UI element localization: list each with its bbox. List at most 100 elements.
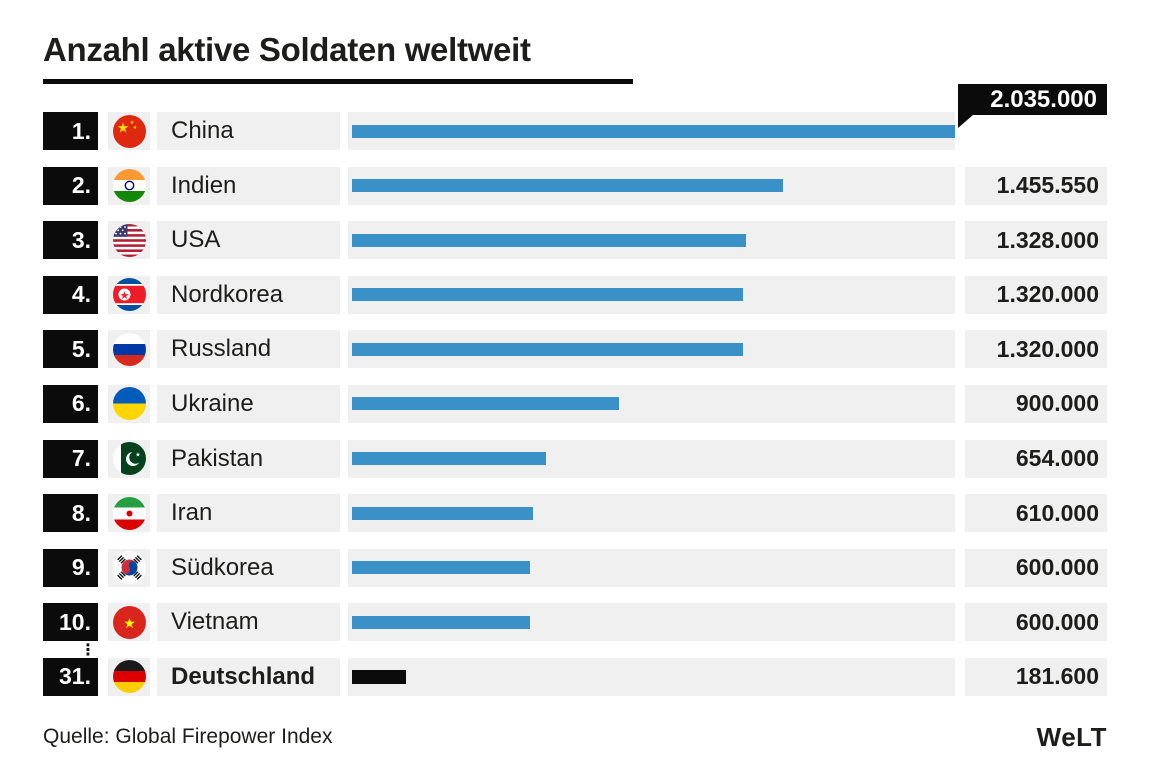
country-cell: Russland bbox=[157, 330, 340, 369]
bar bbox=[352, 233, 746, 247]
bar-track bbox=[348, 330, 955, 369]
bar-track bbox=[348, 275, 955, 314]
svg-text:★: ★ bbox=[135, 452, 140, 459]
country-label: Deutschland bbox=[171, 662, 316, 690]
flag-cell: ★ bbox=[108, 439, 150, 478]
table-row: 4. ★ Nordkorea 1.320.000 bbox=[43, 275, 1152, 314]
flag-cell bbox=[108, 330, 150, 369]
flag-kp-icon: ★ bbox=[112, 278, 146, 312]
country-label: Ukraine bbox=[171, 389, 254, 417]
bar bbox=[352, 397, 619, 411]
value-label: 1.320.000 bbox=[996, 281, 1099, 308]
rank-badge: 5. bbox=[43, 330, 98, 369]
rank-badge: 2. bbox=[43, 166, 98, 205]
table-row: 8. Iran 610.000 bbox=[43, 494, 1152, 533]
flag-cell: ★ bbox=[108, 603, 150, 642]
rank-label: 9. bbox=[71, 554, 91, 581]
table-row: 5. Russland 1.320.000 bbox=[43, 330, 1152, 369]
country-label: China bbox=[171, 117, 234, 144]
table-row: 31. Deutschland 181.600 bbox=[43, 657, 1152, 696]
value-cell bbox=[965, 112, 1107, 150]
rank-badge: 1. bbox=[43, 112, 98, 150]
svg-text:★: ★ bbox=[119, 289, 129, 302]
bar bbox=[352, 342, 743, 356]
country-label: Pakistan bbox=[171, 444, 264, 472]
bar bbox=[352, 288, 743, 302]
rank-label: 10. bbox=[59, 608, 91, 635]
value-label: 1.455.550 bbox=[996, 172, 1099, 199]
table-row: 2. Indien 1.455.550 bbox=[43, 166, 1152, 205]
country-cell: Vietnam bbox=[157, 603, 340, 642]
value-cell: 654.000 bbox=[965, 439, 1107, 478]
value-label: 600.000 bbox=[1015, 608, 1099, 635]
flag-in-icon bbox=[112, 169, 146, 203]
flag-cell bbox=[108, 657, 150, 696]
value-label: 181.600 bbox=[1015, 663, 1099, 690]
country-label: Nordkorea bbox=[171, 280, 284, 308]
bar-track bbox=[348, 221, 955, 260]
country-label: Indien bbox=[171, 171, 237, 199]
rank-label: 3. bbox=[71, 226, 91, 253]
bar bbox=[352, 124, 955, 138]
table-row: 1. ★ ★ ★ China bbox=[43, 112, 1152, 150]
rank-label: 7. bbox=[71, 445, 91, 472]
value-callout: 2.035.000 bbox=[958, 84, 1107, 128]
bar bbox=[352, 452, 546, 466]
country-cell: Südkorea bbox=[157, 548, 340, 587]
rank-badge: 6. bbox=[43, 384, 98, 423]
bar bbox=[352, 179, 783, 193]
value-cell: 600.000 bbox=[965, 548, 1107, 587]
value-label: 1.328.000 bbox=[996, 226, 1099, 253]
table-row: 7. ★ Pakistan 654.000 bbox=[43, 439, 1152, 478]
value-cell: 181.600 bbox=[965, 657, 1107, 696]
flag-cell bbox=[108, 384, 150, 423]
bar-track bbox=[348, 657, 955, 696]
flag-cell bbox=[108, 548, 150, 587]
bar bbox=[352, 669, 406, 684]
country-label: Russland bbox=[171, 335, 272, 363]
value-cell: 900.000 bbox=[965, 384, 1107, 423]
rank-label: 6. bbox=[71, 390, 91, 417]
title-underline bbox=[43, 79, 633, 84]
svg-text:★: ★ bbox=[123, 616, 136, 632]
value-cell: 600.000 bbox=[965, 603, 1107, 642]
bar-track bbox=[348, 603, 955, 642]
table-row: 3. USA 1.328.000 bbox=[43, 221, 1152, 260]
chart: 2.035.000 1. ★ ★ ★ China 2. Indien 1.455.5… bbox=[0, 84, 1152, 696]
flag-cn-icon: ★ ★★ bbox=[112, 114, 146, 148]
country-cell: Ukraine bbox=[157, 384, 340, 423]
country-cell: USA bbox=[157, 221, 340, 260]
flag-cell: ★ bbox=[108, 275, 150, 314]
rank-label: 1. bbox=[71, 117, 91, 144]
bar-track bbox=[348, 112, 955, 150]
flag-cell bbox=[108, 166, 150, 205]
rank-badge: 9. bbox=[43, 548, 98, 587]
flag-ua-icon bbox=[112, 387, 146, 421]
bar-track bbox=[348, 166, 955, 205]
rank-label: 2. bbox=[71, 172, 91, 199]
value-cell: 1.320.000 bbox=[965, 330, 1107, 369]
header: Anzahl aktive Soldaten weltweit bbox=[0, 0, 1152, 84]
country-cell: Pakistan bbox=[157, 439, 340, 478]
flag-pk-icon: ★ bbox=[112, 442, 146, 476]
flag-ru-icon bbox=[112, 332, 146, 366]
table-row: 10. ★ Vietnam 600.000 bbox=[43, 603, 1152, 642]
brand-logo: WeLT bbox=[1036, 721, 1107, 752]
flag-de-icon bbox=[112, 660, 146, 694]
flag-cell: ★ ★ ★ bbox=[108, 112, 150, 150]
table-row: 6. Ukraine 900.000 bbox=[43, 384, 1152, 423]
country-label: Vietnam bbox=[171, 608, 259, 636]
rank-label: 31. bbox=[59, 663, 91, 690]
bar-track bbox=[348, 494, 955, 533]
country-label: USA bbox=[171, 226, 221, 254]
value-cell: 1.455.550 bbox=[965, 166, 1107, 205]
bar bbox=[352, 615, 530, 629]
footer: Quelle: Global Firepower Index WeLT bbox=[43, 722, 1107, 753]
value-label: 654.000 bbox=[1015, 445, 1099, 472]
rank-label: 5. bbox=[71, 335, 91, 362]
rank-badge: 4. bbox=[43, 275, 98, 314]
country-label: Südkorea bbox=[171, 553, 274, 581]
value-label: 1.320.000 bbox=[996, 335, 1099, 362]
bar bbox=[352, 506, 533, 520]
